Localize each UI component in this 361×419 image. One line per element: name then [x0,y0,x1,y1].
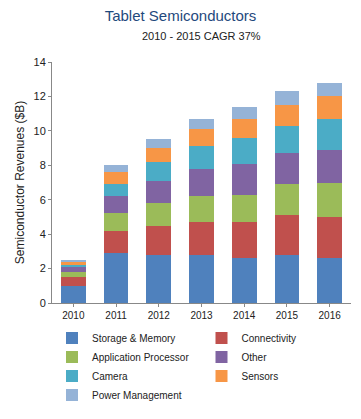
svg-text:6: 6 [40,194,46,206]
svg-text:Semiconductor Revenues ($B): Semiconductor Revenues ($B) [13,101,27,264]
svg-text:2015: 2015 [276,310,299,321]
svg-text:Connectivity: Connectivity [242,333,296,344]
svg-text:10: 10 [34,125,46,137]
svg-text:2016: 2016 [319,310,342,321]
svg-text:Sensors: Sensors [242,371,279,382]
svg-text:2010: 2010 [62,310,85,321]
svg-text:Application Processor: Application Processor [92,352,189,363]
svg-text:Tablet Semiconductors: Tablet Semiconductors [105,7,257,24]
svg-text:2014: 2014 [233,310,256,321]
svg-text:2010 - 2015 CAGR 37%: 2010 - 2015 CAGR 37% [142,30,261,42]
svg-text:12: 12 [34,90,46,102]
svg-text:Storage & Memory: Storage & Memory [92,333,175,344]
svg-text:Power Management: Power Management [92,390,182,401]
svg-text:Other: Other [242,352,268,363]
svg-text:Camera: Camera [92,371,128,382]
svg-text:8: 8 [40,159,46,171]
svg-text:14: 14 [34,56,46,68]
svg-text:0: 0 [40,297,46,309]
svg-text:4: 4 [40,228,46,240]
svg-text:2012: 2012 [148,310,171,321]
svg-text:2013: 2013 [190,310,213,321]
svg-text:2011: 2011 [105,310,127,321]
svg-text:2: 2 [40,262,46,274]
